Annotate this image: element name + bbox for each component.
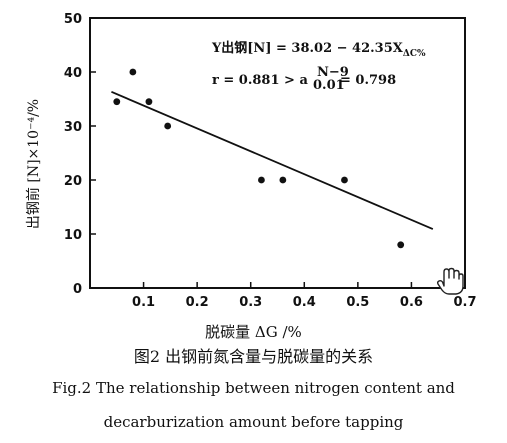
- figure-caption-chinese: 图2 出钢前氮含量与脱碳量的关系: [133, 347, 374, 366]
- figure-caption-english-line2: decarburization amount before tapping: [103, 413, 404, 431]
- y-tick-label: 50: [64, 12, 82, 27]
- x-tick-label: 0.2: [186, 295, 209, 310]
- data-point: [258, 176, 265, 184]
- plot-frame: [89, 17, 466, 289]
- correlation-value: = 0.798: [340, 73, 396, 88]
- x-tick-label: 0.6: [400, 295, 423, 310]
- y-tick-label: 30: [64, 120, 82, 135]
- regression-line: [111, 91, 434, 230]
- y-axis-ticks: 0 10 20 30 40 50: [64, 12, 96, 297]
- scatter-chart: 0 10 20 30 40 50 0.1 0.2 0.3 0.4 0.5 0.6 0.7 出钢前 [N…: [25, 12, 477, 310]
- equation-text: Y出钢[N] = 38.02 − 42.35X: [211, 40, 404, 56]
- hand-pointer-icon: [436, 267, 464, 295]
- figure-caption-english-line1: Fig.2 The relationship between nitrogen …: [52, 379, 455, 397]
- y-tick-label: 10: [64, 228, 82, 243]
- equation-subscript: ΔC%: [403, 49, 426, 59]
- data-point: [145, 98, 153, 106]
- x-axis-ticks: 0.1 0.2 0.3 0.4 0.5 0.6 0.7: [132, 282, 477, 310]
- correlation-annotation: r = 0.881 > a N−9 0.01 = 0.798: [212, 65, 396, 93]
- y-tick-label: 20: [64, 174, 82, 189]
- svg-text:Y出钢[N] = 38.02 − 42.35XΔC%: Y出钢[N] = 38.02 − 42.35XΔC%: [211, 40, 426, 59]
- y-tick-label: 0: [73, 282, 82, 297]
- data-point: [397, 241, 405, 249]
- x-tick-label: 0.4: [293, 295, 316, 310]
- x-axis-label: 脱碳量 ΔG /%: [205, 323, 302, 341]
- data-point: [113, 98, 121, 106]
- x-tick-label: 0.5: [346, 295, 369, 310]
- data-point: [341, 176, 348, 184]
- data-points: [113, 68, 405, 249]
- y-axis-label: 出钢前 [N]×10⁻⁴/%: [25, 99, 42, 229]
- x-tick-label: 0.3: [239, 295, 262, 310]
- correlation-superscript: N−9: [317, 65, 349, 80]
- data-point: [279, 176, 287, 184]
- y-tick-label: 40: [64, 66, 82, 81]
- regression-equation: Y出钢[N] = 38.02 − 42.35XΔC%: [211, 40, 426, 59]
- x-tick-label: 0.7: [453, 295, 476, 310]
- data-point: [129, 68, 137, 76]
- fit-line: [111, 91, 434, 230]
- plot-border: [89, 17, 466, 289]
- correlation-text: r = 0.881 > a: [212, 73, 308, 88]
- x-tick-label: 0.1: [132, 295, 155, 310]
- correlation-subscript: 0.01: [313, 78, 345, 93]
- data-point: [164, 122, 172, 130]
